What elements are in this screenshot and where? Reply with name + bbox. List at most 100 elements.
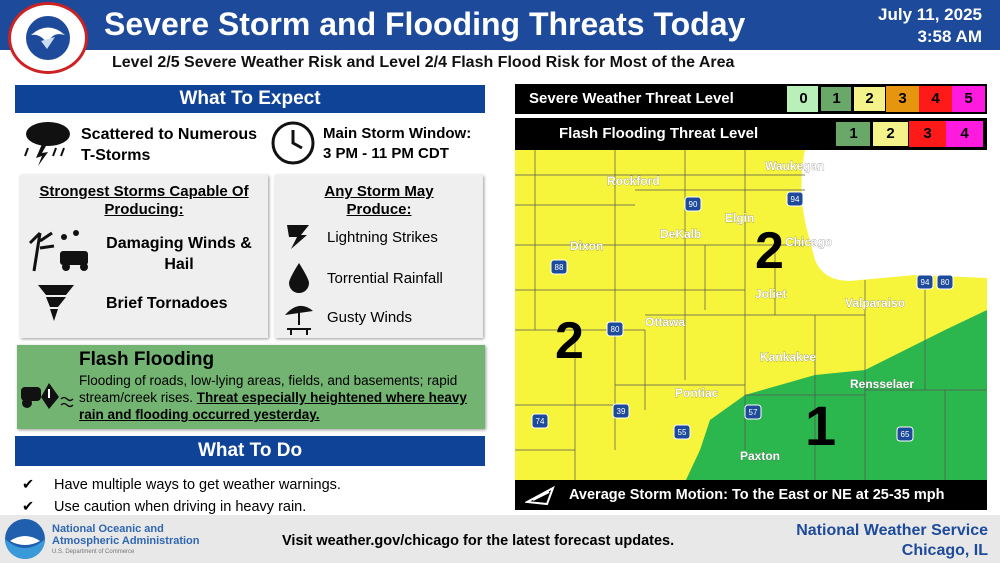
threat-level-4: 4 (946, 121, 983, 147)
office-line1: National Weather Service (796, 522, 988, 539)
visit-link-text[interactable]: Visit weather.gov/chicago for the latest… (282, 533, 675, 549)
storm-motion-text: Average Storm Motion: To the East or NE … (569, 487, 945, 503)
threat-level-3: 3 (909, 121, 946, 147)
city-label: Paxton (740, 449, 780, 463)
city-label: Ottawa (645, 315, 685, 329)
strongest-item-0: Damaging Winds & Hail (106, 235, 252, 273)
flash-flooding-heading: Flash Flooding (79, 349, 215, 370)
interstate-shield: 94 (916, 274, 934, 290)
flood-description: Flooding of roads, low-lying areas, fiel… (79, 373, 458, 405)
strongest-item-1: Brief Tornadoes (106, 295, 228, 312)
city-label: Dixon (570, 239, 603, 253)
header-bar (0, 0, 1000, 50)
city-label: Rockford (607, 174, 660, 188)
threat-level-2: 2 (870, 119, 911, 149)
svg-text:57: 57 (749, 408, 758, 417)
raindrop-icon (289, 263, 309, 293)
thunderstorm-icon (24, 122, 70, 166)
interstate-shield: 88 (550, 259, 568, 275)
footer: National Oceanic and Atmospheric Administ… (0, 515, 1000, 563)
any-storm-heading: Any Storm May Produce: (324, 183, 434, 218)
strongest-storms-box: Strongest Storms Capable Of Producing: D… (20, 175, 268, 338)
lightning-icon (287, 225, 309, 249)
risk-label: 1 (805, 394, 836, 457)
city-label: Valparaiso (845, 296, 905, 310)
interstate-shield: 65 (896, 426, 914, 442)
issued-time: 3:58 AM (917, 27, 982, 46)
interstate-shield: 74 (531, 413, 549, 429)
noaa-logo (5, 519, 45, 559)
interstate-shield: 39 (612, 403, 630, 419)
gusty-wind-umbrella-icon (285, 305, 313, 335)
svg-text:94: 94 (921, 278, 930, 287)
clock-icon (271, 121, 315, 165)
interstate-shield: 80 (606, 321, 624, 337)
risk-map: Rockford Waukegan Elgin DeKalb Chicago Dixon J… (515, 150, 987, 482)
svg-text:39: 39 (617, 407, 626, 416)
flood-threat-label: Flash Flooding Threat Level (559, 125, 759, 142)
interstate-shield: 94 (786, 191, 804, 207)
office-name: National Weather Service Chicago, IL (796, 521, 988, 561)
issued-datetime: July 11, 2025 3:58 AM (878, 4, 982, 48)
todo-text: Have multiple ways to get weather warnin… (54, 477, 341, 493)
svg-text:94: 94 (791, 195, 800, 204)
svg-text:80: 80 (611, 325, 620, 334)
threat-level-1: 1 (818, 84, 855, 114)
city-label: Joliet (755, 287, 786, 301)
any-item-2: Gusty Winds (327, 309, 413, 326)
what-to-do-heading: What To Do (15, 436, 485, 466)
what-to-expect-heading: What To Expect (15, 85, 485, 113)
severe-threat-label: Severe Weather Threat Level (529, 90, 734, 107)
checkmark-icon: ✔ (22, 499, 35, 515)
svg-text:90: 90 (689, 200, 698, 209)
noaa-line1: National Oceanic and (52, 523, 164, 535)
storm-window-value: 3 PM - 11 PM CDT (323, 145, 449, 162)
svg-text:88: 88 (555, 263, 564, 272)
strongest-heading: Strongest Storms Capable Of Producing: (39, 183, 249, 218)
interstate-shield: 55 (673, 424, 691, 440)
office-line2: Chicago, IL (901, 542, 988, 559)
todo-item: ✔ Use caution when driving in heavy rain. (22, 496, 341, 518)
damaging-wind-hail-icon (28, 230, 88, 272)
flash-flooding-text: Flooding of roads, low-lying areas, fiel… (79, 372, 479, 423)
city-label: Waukegan (765, 159, 825, 173)
city-label: Rensselaer (850, 377, 914, 391)
noaa-line2: Atmospheric Administration (52, 535, 200, 547)
todo-text: Use caution when driving in heavy rain. (54, 499, 307, 515)
tornado-icon (38, 285, 74, 321)
city-label: Elgin (725, 211, 754, 225)
svg-text:55: 55 (678, 428, 687, 437)
city-label: Kankakee (760, 350, 816, 364)
risk-label: 2 (755, 222, 784, 280)
todo-item: ✔ Have multiple ways to get weather warni… (22, 474, 341, 496)
county-lines (515, 150, 987, 482)
nws-logo (8, 2, 88, 74)
threat-level-1: 1 (833, 119, 874, 149)
storm-motion-bar: Average Storm Motion: To the East or NE … (515, 480, 987, 510)
interstate-shield: 90 (684, 196, 702, 212)
lake-michigan (801, 150, 987, 281)
city-label: Chicago (785, 235, 832, 249)
flooded-car-icon (21, 383, 74, 409)
storm-motion-arrow-icon (525, 485, 555, 506)
issued-date: July 11, 2025 (878, 5, 982, 24)
threat-level-3: 3 (886, 86, 919, 112)
threat-level-2: 2 (851, 84, 888, 114)
subtitle: Level 2/5 Severe Weather Risk and Level … (112, 54, 735, 71)
svg-text:80: 80 (941, 278, 950, 287)
storm-window-label: Main Storm Window: (323, 125, 472, 142)
city-label: DeKalb (660, 227, 701, 241)
noaa-department: U.S. Department of Commerce (52, 549, 135, 555)
page-title: Severe Storm and Flooding Threats Today (104, 6, 746, 42)
svg-text:65: 65 (901, 430, 910, 439)
interstate-shield: 57 (744, 404, 762, 420)
todo-list: ✔ Have multiple ways to get weather warni… (22, 474, 341, 518)
city-label: Pontiac (675, 386, 719, 400)
checkmark-icon: ✔ (22, 477, 35, 493)
flood-emphasis: Threat especially heightened where heavy… (79, 390, 467, 422)
threat-level-5: 5 (952, 86, 985, 112)
threat-level-0: 0 (787, 86, 820, 112)
storms-expected: Scattered to Numerous T-Storms (81, 126, 258, 164)
